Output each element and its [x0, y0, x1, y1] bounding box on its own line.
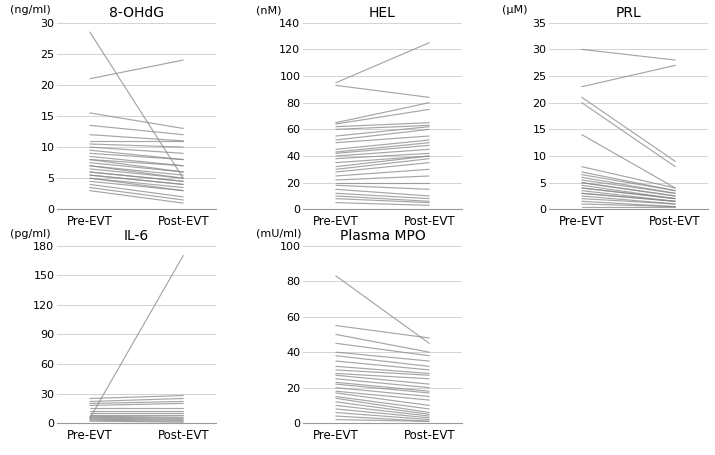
- Text: (nM): (nM): [255, 5, 281, 15]
- Title: 8-OHdG: 8-OHdG: [109, 6, 164, 20]
- Title: Plasma MPO: Plasma MPO: [340, 229, 425, 243]
- Text: (mU/ml): (mU/ml): [255, 228, 301, 238]
- Text: (ng/ml): (ng/ml): [9, 5, 50, 15]
- Title: IL-6: IL-6: [124, 229, 149, 243]
- Title: PRL: PRL: [616, 6, 641, 20]
- Title: HEL: HEL: [369, 6, 396, 20]
- Text: (pg/ml): (pg/ml): [9, 228, 50, 238]
- Text: (μM): (μM): [501, 5, 527, 15]
